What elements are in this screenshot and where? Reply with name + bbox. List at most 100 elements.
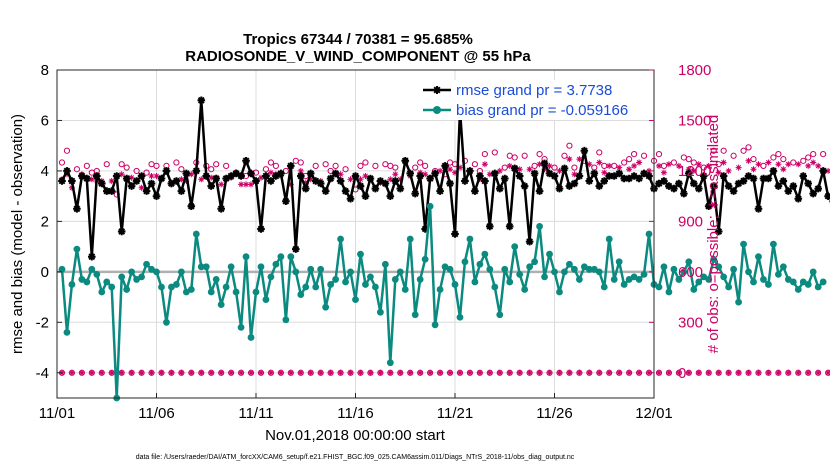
bias-point: [173, 281, 180, 288]
rmse-point: [306, 169, 315, 178]
bias-point: [367, 273, 374, 281]
rmse-point: [540, 159, 549, 168]
bias-point: [561, 268, 568, 276]
rmse-point: [789, 182, 798, 190]
rmse-point: [182, 169, 191, 178]
chart-subtitle: RADIOSONDE_V_WIND_COMPONENT @ 55 hPa: [185, 48, 531, 65]
obs-possible-point: [83, 162, 90, 169]
obs-assimilated-point: [636, 159, 643, 166]
obs-assimilated-bottom-point: [318, 370, 324, 376]
y-axis-label: rmse and bias (model - observation): [9, 114, 26, 354]
bias-point: [307, 265, 315, 273]
obs-possible-point: [640, 152, 648, 159]
obs-possible-point: [208, 166, 215, 173]
obs-assimilated-bottom-point: [129, 370, 135, 376]
rmse-point: [63, 167, 71, 175]
obs-assimilated-point: [437, 167, 444, 174]
y-axis-right-label: # of obs: o=possible; ∗=assimilated: [705, 115, 722, 354]
bias-point: [257, 263, 265, 271]
obs-assimilated-point: [656, 162, 662, 169]
obs-possible-point: [745, 144, 752, 151]
obs-assimilated-point: [486, 171, 493, 178]
rmse-point: [510, 164, 519, 173]
rmse-point: [600, 177, 608, 185]
obs-possible-point: [322, 161, 329, 168]
rmse-point: [366, 174, 375, 183]
obs-assimilated-bottom-point: [616, 370, 622, 376]
bias-point: [531, 258, 538, 266]
obs-assimilated-bottom-point: [258, 370, 264, 376]
obs-assimilated-point: [392, 171, 399, 178]
rmse-point: [187, 202, 196, 210]
bias-point: [406, 235, 414, 243]
bias-point: [302, 283, 310, 291]
obs-possible-point: [223, 162, 230, 169]
obs-assimilated-bottom-point: [308, 370, 314, 376]
rmse-point: [665, 182, 673, 190]
obs-assimilated-bottom-point: [566, 370, 572, 376]
obs-possible-point: [810, 151, 817, 158]
y-tick-label: 0: [41, 264, 49, 281]
obs-possible-point: [118, 161, 125, 168]
obs-assimilated-bottom-point: [288, 370, 294, 376]
obs-assimilated-bottom-point: [148, 370, 155, 376]
obs-possible-point: [551, 164, 558, 171]
rmse-point: [461, 177, 469, 185]
bias-point: [491, 283, 499, 291]
bias-point: [511, 243, 519, 251]
rmse-point: [500, 174, 509, 183]
obs-assimilated-bottom-point: [586, 370, 592, 376]
rmse-point: [147, 179, 156, 188]
bias-point: [272, 260, 280, 268]
obs-assimilated-bottom-point: [745, 370, 752, 376]
bias-point: [381, 260, 389, 268]
rmse-point: [242, 157, 250, 165]
obs-assimilated-bottom-point: [228, 370, 234, 376]
rmse-point: [819, 167, 827, 175]
rmse-point: [605, 172, 613, 180]
bias-point: [680, 268, 688, 276]
bias-point: [645, 230, 653, 238]
bias-point: [352, 296, 359, 303]
rmse-point: [704, 202, 713, 210]
obs-assimilated-point: [243, 181, 249, 188]
rmse-point: [570, 179, 579, 188]
bias-point: [237, 323, 245, 331]
bias-point: [605, 235, 613, 243]
obs-possible-point: [690, 159, 697, 166]
x-tick-label: 11/01: [39, 405, 75, 422]
bias-point: [312, 283, 320, 291]
rmse-point: [550, 172, 559, 180]
bias-point: [396, 268, 404, 276]
bias-point: [461, 258, 469, 266]
obs-assimilated-point: [675, 162, 682, 169]
bias-point: [575, 276, 583, 283]
obs-possible-point: [750, 156, 757, 163]
obs-assimilated-point: [571, 171, 578, 178]
rmse-point: [555, 184, 564, 193]
obs-assimilated-point: [178, 176, 185, 183]
obs-assimilated-point: [88, 176, 95, 183]
y-right-tick-label: 1200: [678, 163, 711, 180]
rmse-point: [655, 179, 663, 188]
bias-point: [202, 263, 210, 271]
rmse-point: [127, 182, 136, 190]
rmse-point: [685, 169, 693, 178]
bias-point: [705, 276, 713, 283]
rmse-point: [610, 172, 618, 180]
obs-possible-point: [805, 154, 812, 161]
rmse-point: [505, 222, 514, 231]
bias-point: [322, 303, 330, 311]
obs-assimilated-point: [705, 162, 712, 169]
rmse-point: [719, 172, 728, 180]
obs-possible-point: [297, 159, 304, 166]
obs-assimilated-point: [825, 167, 830, 174]
obs-assimilated-point: [810, 159, 817, 166]
rmse-series: [58, 96, 830, 261]
rmse-point: [172, 177, 181, 185]
obs-assimilated-point: [516, 166, 523, 173]
bias-point: [536, 223, 543, 230]
rmse-point: [530, 169, 539, 178]
obs-possible-point: [621, 159, 628, 166]
obs-possible-point: [511, 154, 518, 161]
